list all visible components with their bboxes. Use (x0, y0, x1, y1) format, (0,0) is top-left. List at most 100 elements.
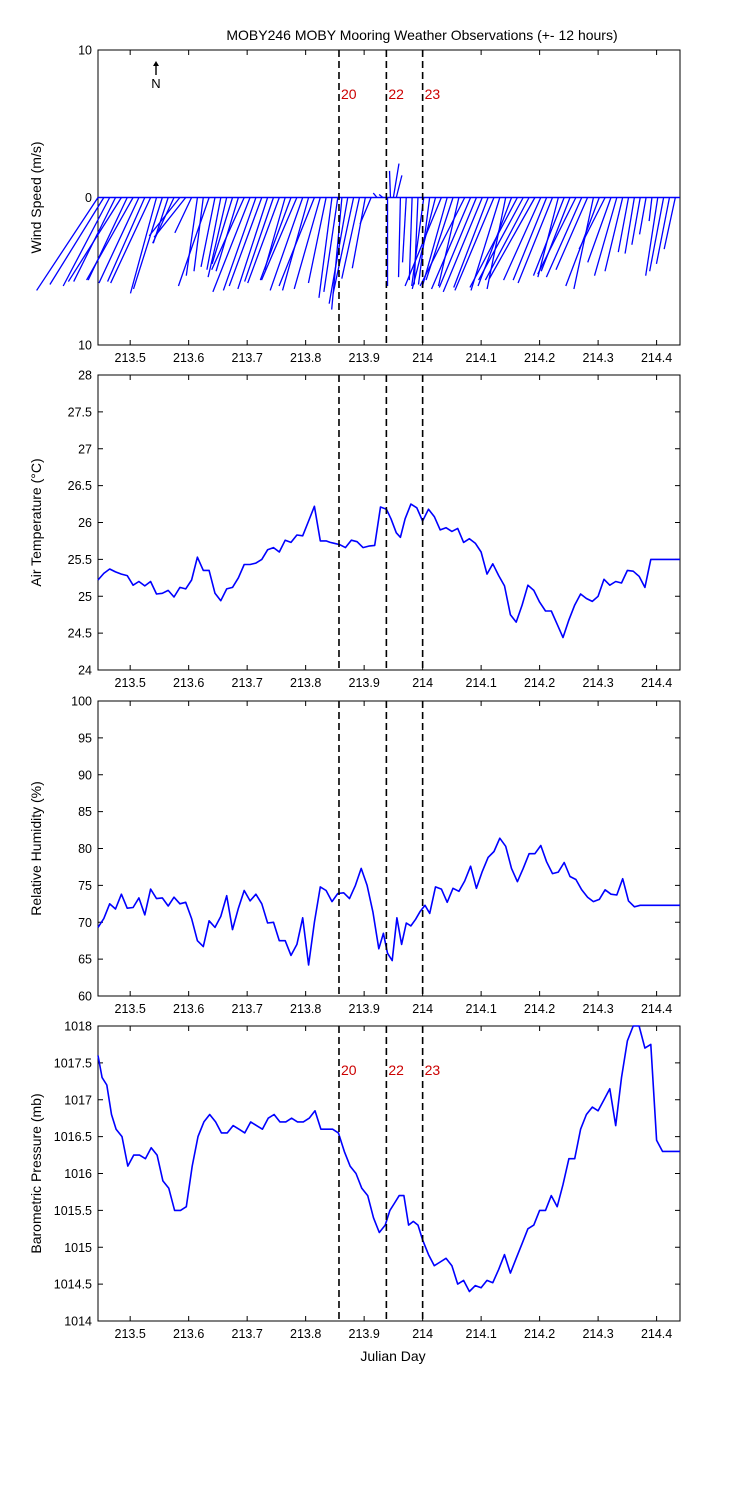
x-tick-label: 213.7 (232, 676, 263, 690)
x-tick-label: 214.2 (524, 351, 555, 365)
wind-vector (624, 197, 636, 254)
event-marker-label: 23 (425, 1062, 441, 1078)
wind-vector (545, 197, 583, 278)
x-tick-label: 213.7 (232, 351, 263, 365)
wind-vector (555, 197, 589, 271)
wind-vector (430, 197, 472, 290)
wind-vector (260, 197, 298, 281)
wind-vector (372, 192, 378, 198)
wind-vector (193, 197, 204, 272)
x-tick-label: 213.7 (232, 1327, 263, 1341)
wind-vector (237, 197, 269, 290)
wind-vector (318, 197, 333, 298)
wind-vector (649, 197, 665, 272)
wind-vector (106, 197, 146, 282)
y-tick-label: 1014 (64, 1315, 92, 1329)
wind-vector (177, 197, 210, 287)
wind-vector (378, 194, 384, 199)
wind-vector (478, 197, 524, 281)
wind-vector (442, 197, 483, 293)
y-tick-label: 60 (78, 990, 92, 1004)
wind-vector (86, 197, 134, 281)
wind-vector (392, 163, 400, 198)
x-tick-label: 213.9 (349, 1002, 380, 1016)
wind-vector (631, 197, 641, 245)
y-tick-label: 95 (78, 731, 92, 745)
wind-vector (98, 197, 140, 284)
x-tick-label: 214 (412, 1002, 433, 1016)
series-line (97, 837, 680, 966)
y-tick-label: 28 (78, 369, 92, 383)
x-tick-label: 214.4 (641, 1002, 672, 1016)
wind-vector (269, 197, 304, 291)
wind-vector (211, 197, 245, 271)
wind-vector (648, 197, 653, 222)
x-tick-label: 213.8 (290, 1327, 321, 1341)
x-tick-label: 213.6 (173, 676, 204, 690)
y-tick-label: 1015.5 (54, 1204, 92, 1218)
wind-vector (206, 197, 222, 270)
wind-vector (49, 197, 105, 285)
x-tick-label: 214 (412, 676, 433, 690)
wind-vector (148, 197, 181, 237)
x-tick-label: 214.1 (465, 351, 496, 365)
y-tick-label: 27 (78, 442, 92, 456)
x-tick-label: 213.5 (115, 1002, 146, 1016)
y-axis-label: Barometric Pressure (mb) (28, 1093, 44, 1253)
x-tick-label: 213.8 (290, 676, 321, 690)
y-axis-label: Air Temperature (°C) (28, 458, 44, 586)
x-tick-label: 213.7 (232, 1002, 263, 1016)
north-arrow-head-icon (153, 61, 159, 66)
x-tick-label: 214.1 (465, 1002, 496, 1016)
wind-vector (332, 197, 355, 294)
wind-vector (110, 197, 152, 284)
x-tick-label: 214.4 (641, 1327, 672, 1341)
wind-vector (36, 197, 99, 291)
wind-vector (129, 197, 158, 294)
wind-vector (259, 197, 292, 281)
wind-vector (587, 197, 612, 263)
x-tick-label: 214.3 (582, 1002, 613, 1016)
x-tick-label: 213.5 (115, 1327, 146, 1341)
wind-vector (438, 197, 478, 288)
y-tick-label: 24 (78, 664, 92, 678)
wind-vector (395, 175, 403, 198)
wind-vector (401, 197, 407, 263)
wind-vector (593, 197, 618, 276)
wind-vector (247, 197, 280, 284)
wind-vector (211, 197, 234, 265)
wind-vector (153, 197, 187, 238)
wind-vector (307, 197, 327, 284)
wind-vector (132, 197, 163, 290)
x-tick-label: 213.6 (173, 351, 204, 365)
x-tick-label: 213.6 (173, 1002, 204, 1016)
event-marker-label: 22 (388, 86, 404, 102)
x-tick-label: 213.9 (349, 351, 380, 365)
wind-vector (207, 197, 228, 278)
x-tick-label: 213.5 (115, 351, 146, 365)
x-tick-label: 214.1 (465, 1327, 496, 1341)
wind-vector (645, 197, 659, 276)
wind-vector (655, 197, 671, 265)
x-axis-label: Julian Day (360, 1348, 425, 1364)
wind-vector (469, 197, 518, 288)
y-tick-label: 0 (85, 191, 92, 205)
air-temperature-panel: 213.5 213.6 213.7 213.8 213.9 214 214.1 214.2 21… (28, 369, 681, 690)
y-tick-label: 26 (78, 516, 92, 530)
x-tick-label: 214.2 (524, 1327, 555, 1341)
wind-vector (617, 197, 630, 253)
x-tick-label: 213.8 (290, 351, 321, 365)
y-tick-label: 1015 (64, 1241, 92, 1255)
wind-vector (62, 197, 111, 287)
event-marker-label: 20 (341, 1062, 357, 1078)
event-marker-label: 22 (388, 1062, 404, 1078)
wind-vector (388, 170, 392, 198)
wind-vector (341, 197, 361, 279)
wind-vector (359, 197, 372, 225)
wind-vector (212, 197, 251, 293)
x-tick-label: 214.2 (524, 1002, 555, 1016)
x-tick-label: 214.3 (582, 1327, 613, 1341)
wind-vector (532, 197, 565, 276)
wind-vector (453, 197, 489, 288)
